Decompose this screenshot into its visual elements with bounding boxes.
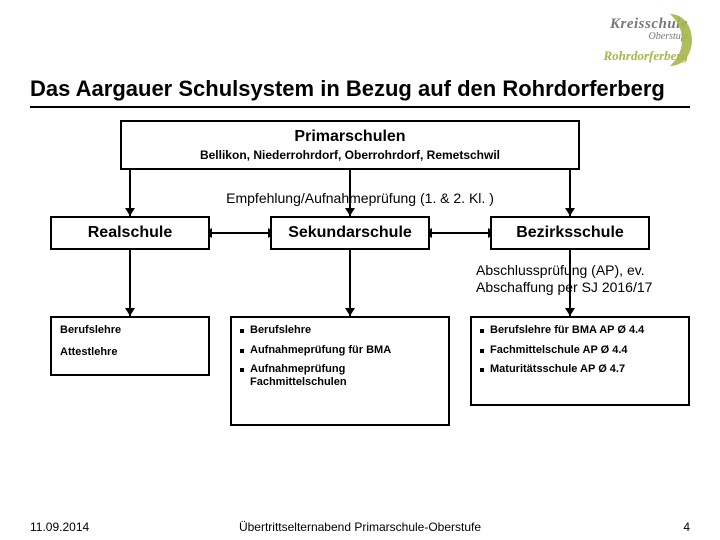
bullet-icon [240,368,244,372]
paths-bez-box: Berufslehre für BMA AP Ø 4.4 Fachmittels… [470,316,690,406]
final-exam-note: Abschlussprüfung (AP), ev. Abschaffung p… [476,262,686,296]
connector-sek-paths [349,250,351,316]
connector-real-sek [210,232,270,234]
realschule-box: Realschule [50,216,210,250]
bullet-icon [240,329,244,333]
slide: Kreisschule Oberstufe Rohrdorferberg Das… [0,0,720,540]
footer-page: 4 [683,520,690,534]
primary-title: Primarschulen [294,128,405,146]
paths-real-row2: Attestlehre [60,346,200,358]
arrowhead-real-paths [125,308,135,316]
sekundarschule-box: Sekundarschule [270,216,430,250]
primary-subtitle: Bellikon, Niederrohrdorf, Oberrohrdorf, … [200,148,500,162]
arrowhead-bez-paths [565,308,575,316]
arrowhead-sek-paths [345,308,355,316]
connector-sek-bez [430,232,490,234]
bullet-icon [480,329,484,333]
paths-bez-row1: Berufslehre für BMA AP Ø 4.4 [480,324,680,337]
paths-sek-row2: Aufnahmeprüfung für BMA [240,344,440,357]
paths-real-row1: Berufslehre [60,324,200,336]
bullet-icon [480,349,484,353]
slide-title: Das Aargauer Schulsystem in Bezug auf de… [30,76,690,108]
bezirksschule-box: Bezirksschule [490,216,650,250]
paths-sek-row1: Berufslehre [240,324,440,337]
bullet-icon [240,349,244,353]
paths-bez-row2: Fachmittelschule AP Ø 4.4 [480,344,680,357]
arrowhead-bez-down [565,208,575,216]
primary-schools-box: Primarschulen Bellikon, Niederrohrdorf, … [120,120,580,170]
logo-swoosh-icon [640,8,694,72]
connector-bez-paths [569,250,571,316]
diagram: Primarschulen Bellikon, Niederrohrdorf, … [30,120,690,440]
bullet-icon [480,368,484,372]
paths-bez-row3: Maturitätsschule AP Ø 4.7 [480,363,680,376]
footer: 11.09.2014 4 [0,520,720,534]
arrowhead-real-down [125,208,135,216]
paths-sek-box: Berufslehre Aufnahmeprüfung für BMA Aufn… [230,316,450,426]
connector-real-paths [129,250,131,316]
footer-date: 11.09.2014 [30,520,89,534]
arrowhead-sek-down [345,208,355,216]
logo-block: Kreisschule Oberstufe Rohrdorferberg [518,16,688,64]
paths-real-box: Berufslehre Attestlehre [50,316,210,376]
paths-sek-row3: Aufnahmeprüfung Fachmittelschulen [240,363,440,389]
